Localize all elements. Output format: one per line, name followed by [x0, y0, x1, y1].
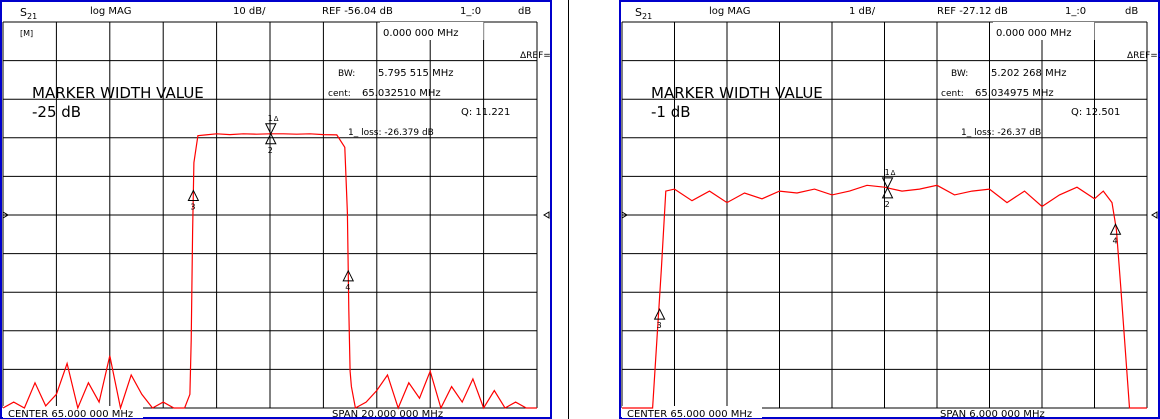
analyzer-panel-left: S21 log MAG 10 dB/REF -56.04 dB 1_:0 dB [M] 0.…	[0, 0, 552, 419]
marker-4: 4	[1109, 223, 1122, 245]
scale-label: 1 dB/	[849, 6, 876, 17]
marker-readout: 1_:0	[1065, 6, 1086, 17]
annotation-title: MARKER WIDTH VALUE	[32, 84, 204, 102]
marker-3: 3	[187, 189, 200, 212]
marker-label: 3	[190, 203, 195, 212]
ref-level-label: REF -56.04 dB	[322, 6, 393, 17]
marker-frequency: 0.000 000 MHz	[383, 28, 458, 39]
cent-value: 65.032510 MHz	[362, 88, 441, 99]
marker-label: 1	[885, 168, 890, 177]
chart-left: S21 log MAG 10 dB/REF -56.04 dB 1_:0 dB [M] 0.…	[0, 0, 552, 419]
marker-symbol	[1109, 223, 1122, 235]
marker-frequency: 0.000 000 MHz	[996, 28, 1071, 39]
ref-level-marker-left	[2, 211, 9, 219]
annotation-subtitle: -25 dB	[32, 103, 81, 121]
q-readout: Q: 11.221	[461, 107, 510, 118]
ref-level-marker-left	[621, 211, 628, 219]
footer-bg	[3, 406, 143, 418]
marker-label: 2	[885, 200, 890, 209]
panel-frame	[0, 0, 552, 419]
param-label: S21	[635, 6, 652, 21]
marker-unit: dB	[518, 6, 531, 17]
annotation-title: MARKER WIDTH VALUE	[651, 84, 823, 102]
cent-value: 65.034975 MHz	[975, 88, 1054, 99]
ref-label: ΔREF=1	[1127, 51, 1160, 61]
marker-symbol	[187, 189, 200, 202]
annotation-subtitle: -1 dB	[651, 103, 691, 121]
analyzer-panel-right: S21 log MAG 1 dB/REF -27.12 dB 1_:0 dB 0.000 …	[619, 0, 1160, 419]
marker-label: 3	[657, 321, 662, 330]
marker-symbol	[881, 186, 894, 199]
cent-label: cent:	[941, 89, 964, 99]
marker-unit: dB	[1125, 6, 1138, 17]
bw-label: BW:	[951, 69, 968, 79]
graticule	[621, 21, 1148, 409]
graticule	[2, 21, 538, 409]
span-frequency: SPAN 20.000 000 MHz	[332, 409, 443, 419]
marker-freq-box	[993, 22, 1095, 40]
marker-delta: Δ	[891, 169, 896, 177]
loss-readout: 1_ loss: -26.379 dB	[348, 128, 434, 138]
marker-label: 2	[268, 146, 273, 155]
trace-line	[2, 133, 537, 411]
marker-symbol	[264, 132, 277, 145]
bw-value: 5.202 268 MHz	[991, 68, 1066, 79]
panel-separator	[568, 0, 569, 419]
ref-level-marker-right	[543, 211, 550, 219]
loss-readout: 1_ loss: -26.37 dB	[961, 128, 1041, 138]
cent-label: cent:	[328, 89, 351, 99]
chart-right: S21 log MAG 1 dB/REF -27.12 dB 1_:0 dB 0.000 …	[619, 0, 1160, 419]
box-label: [M]	[20, 29, 33, 38]
bw-value: 5.795 515 MHz	[378, 68, 453, 79]
format-label: log MAG	[90, 6, 131, 17]
ref-level-label: REF -27.12 dB	[937, 6, 1008, 17]
marker-symbol	[653, 308, 666, 320]
scale-label: 10 dB/	[233, 6, 266, 17]
marker-2: 2	[264, 132, 277, 155]
format-label: log MAG	[709, 6, 750, 17]
trace-line	[622, 184, 1147, 409]
marker-label: 4	[1113, 236, 1118, 245]
param-label: S21	[20, 6, 37, 21]
marker-symbol	[342, 269, 355, 282]
marker-label: 1	[268, 114, 273, 123]
bw-label: BW:	[338, 69, 355, 79]
q-readout: Q: 12.501	[1071, 107, 1120, 118]
marker-label: 4	[345, 283, 350, 292]
marker-symbol	[264, 123, 277, 135]
panel-frame	[619, 0, 1160, 419]
marker-2: 2	[881, 186, 894, 209]
ref-level-marker-right	[1151, 211, 1158, 219]
footer-bg	[622, 406, 762, 418]
center-frequency: CENTER 65.000 000 MHz	[8, 409, 133, 419]
marker-3: 3	[653, 308, 666, 330]
center-frequency: CENTER 65.000 000 MHz	[627, 409, 752, 419]
marker-4: 4	[342, 269, 355, 292]
ref-label: ΔREF=1	[520, 51, 552, 61]
span-frequency: SPAN 6.000 000 MHz	[940, 409, 1045, 419]
marker-delta: Δ	[274, 115, 279, 123]
marker-readout: 1_:0	[460, 6, 481, 17]
marker-symbol	[881, 177, 894, 190]
marker-freq-box	[380, 22, 484, 40]
